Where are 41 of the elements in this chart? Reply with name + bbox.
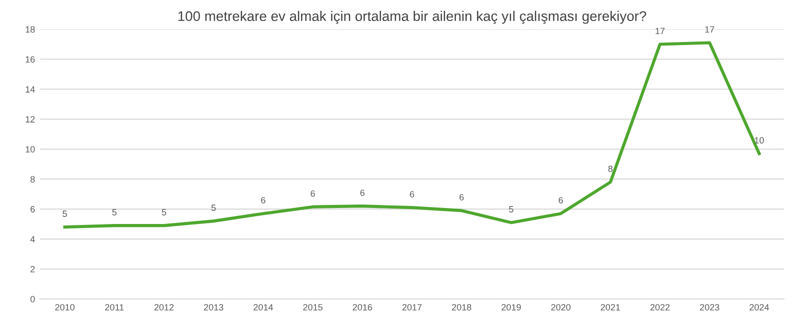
x-tick-label: 2011 <box>105 304 124 310</box>
data-label: 10 <box>754 137 764 144</box>
data-label: 6 <box>558 197 563 204</box>
y-tick-label: 18 <box>26 26 35 33</box>
x-tick-label: 2023 <box>700 304 720 310</box>
x-tick-label: 2013 <box>204 304 224 310</box>
data-label: 5 <box>509 206 514 212</box>
x-tick-label: 2021 <box>600 304 620 310</box>
x-tick-label: 2018 <box>452 304 472 310</box>
data-label: 5 <box>211 204 216 211</box>
data-label: 6 <box>310 190 315 197</box>
y-tick-label: 8 <box>30 176 35 182</box>
y-tick-label: 14 <box>26 86 35 92</box>
x-tick-label: 2010 <box>55 304 74 310</box>
x-tick-label: 2019 <box>502 304 521 310</box>
data-label: 6 <box>410 191 414 198</box>
y-tick-label: 4 <box>30 236 35 242</box>
y-tick-label: 0 <box>30 296 35 302</box>
x-tick-label: 2020 <box>551 304 570 310</box>
data-label: 5 <box>62 210 67 217</box>
x-tick-label: 2012 <box>154 304 174 310</box>
y-tick-label: 12 <box>26 116 35 122</box>
y-tick-label: 6 <box>30 206 35 212</box>
x-tick-label: 2015 <box>303 304 322 310</box>
data-label: 17 <box>656 28 665 34</box>
x-tick-label: 2024 <box>750 304 769 310</box>
data-label: 5 <box>112 209 117 216</box>
y-tick-label: 10 <box>26 146 35 152</box>
chart-title: 100 metrekare ev almak için ortalama bir ailenin kaç yıl çalışması gerekiyor? <box>178 10 646 24</box>
y-tick-label: 16 <box>26 56 35 63</box>
y-tick-label: 2 <box>30 266 35 272</box>
x-tick-label: 2017 <box>402 304 422 310</box>
data-label: 5 <box>162 209 166 216</box>
data-label: 6 <box>261 197 266 204</box>
x-tick-label: 2014 <box>254 304 273 310</box>
data-label: 6 <box>460 194 464 200</box>
data-label: 8 <box>608 166 613 172</box>
data-label: 17 <box>705 26 714 33</box>
x-tick-label: 2022 <box>650 304 670 310</box>
x-tick-label: 2016 <box>352 304 372 310</box>
data-label: 6 <box>360 190 365 196</box>
